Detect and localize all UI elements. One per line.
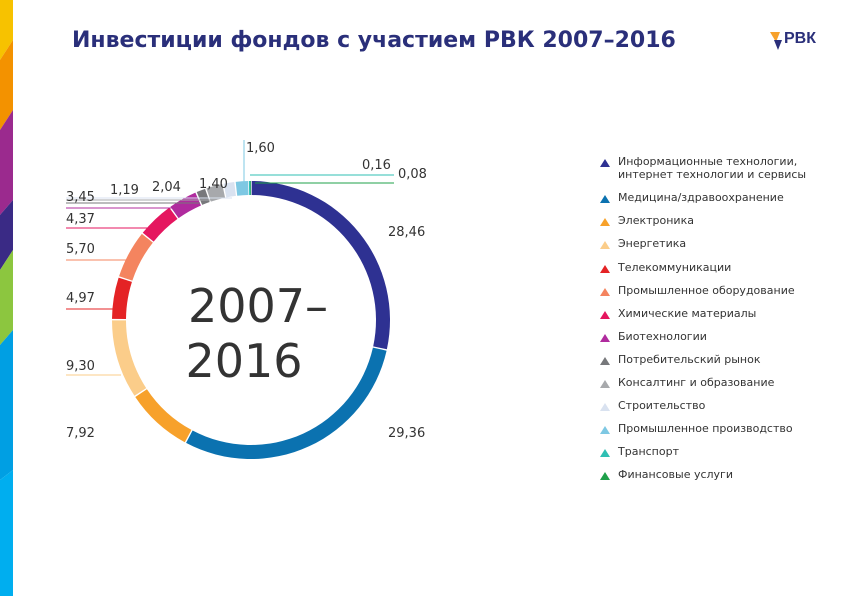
value-label-2: 29,36 <box>388 426 425 441</box>
legend-label: Транспорт <box>618 445 679 458</box>
legend-item-1: Информационные технологии, интернет техн… <box>598 155 818 181</box>
legend-item-12: Промышленное производство <box>598 422 818 436</box>
triangle-marker-icon <box>600 311 610 319</box>
donut-slice-14 <box>250 181 251 196</box>
triangle-marker-icon <box>600 472 610 480</box>
value-label-10: 2,04 <box>152 180 181 195</box>
side-stripe <box>0 0 13 596</box>
legend-label: Телекоммуникации <box>618 261 732 274</box>
legend-label: Консалтинг и образование <box>618 376 775 389</box>
triangle-marker-icon <box>600 265 610 273</box>
leader-lines <box>66 140 394 376</box>
triangle-marker-icon <box>600 218 610 226</box>
legend-label: Промышленное производство <box>618 422 793 435</box>
center-text-line-2: 2016 <box>185 334 302 388</box>
donut-slice-3 <box>135 389 192 443</box>
legend-label: Электроника <box>618 214 694 227</box>
value-label-14: 0,08 <box>398 167 427 182</box>
triangle-marker-icon <box>600 449 610 457</box>
donut-slice-8 <box>170 192 201 219</box>
triangle-marker-icon <box>600 159 610 167</box>
legend-label: Энергетика <box>618 237 687 250</box>
legend-item-9: Потребительский рынок <box>598 353 818 367</box>
value-label-1: 28,46 <box>388 225 425 240</box>
triangle-marker-icon <box>600 380 610 388</box>
donut-slice-9 <box>196 188 210 205</box>
value-label-9: 1,19 <box>110 183 139 198</box>
triangle-marker-icon <box>600 241 610 249</box>
triangle-marker-icon <box>600 357 610 365</box>
legend-label: Химические материалы <box>618 307 757 320</box>
donut-slice-13 <box>248 181 251 196</box>
donut-slice-12 <box>235 181 249 196</box>
donut-slice-10 <box>206 184 226 202</box>
legend-label: Медицина/здравоохранение <box>618 191 784 204</box>
donut-slice-1 <box>251 181 390 350</box>
value-label-3: 7,92 <box>66 426 95 441</box>
value-label-12: 1,60 <box>246 141 275 156</box>
donut-slice-2 <box>186 347 387 459</box>
triangle-marker-icon <box>600 334 610 342</box>
legend-item-2: Медицина/здравоохранение <box>598 191 818 205</box>
value-label-8: 3,45 <box>66 190 95 205</box>
value-label-5: 4,97 <box>66 291 95 306</box>
legend-label: Информационные технологии, интернет техн… <box>618 155 807 181</box>
legend-item-10: Консалтинг и образование <box>598 376 818 390</box>
legend-item-6: Промышленное оборудование <box>598 284 818 298</box>
legend-item-14: Финансовые услуги <box>598 468 818 482</box>
center-text-line-1: 2007– <box>188 279 328 333</box>
page-title: Инвестиции фондов с участием РВК 2007–20… <box>72 28 676 53</box>
legend-item-13: Транспорт <box>598 445 818 459</box>
logo-mark-icon <box>770 32 782 50</box>
legend-item-3: Электроника <box>598 214 818 228</box>
legend-label: Биотехнологии <box>618 330 707 343</box>
legend-item-11: Строительство <box>598 399 818 413</box>
triangle-marker-icon <box>600 288 610 296</box>
logo-text: РВК <box>784 30 816 47</box>
value-label-4: 9,30 <box>66 359 95 374</box>
value-label-13: 0,16 <box>362 158 391 173</box>
value-labels: 28,46 29,36 7,92 9,30 4,97 5,70 4,37 3,45 1,19 2,… <box>66 141 427 441</box>
legend-item-7: Химические материалы <box>598 307 818 321</box>
legend-item-4: Энергетика <box>598 237 818 251</box>
value-label-11: 1,40 <box>199 177 228 192</box>
value-label-6: 5,70 <box>66 242 95 257</box>
donut-slice-11 <box>223 182 236 198</box>
donut-slice-4 <box>112 320 147 396</box>
donut-slice-6 <box>119 233 153 281</box>
donut-slice-7 <box>142 207 178 242</box>
legend-item-5: Телекоммуникации <box>598 261 818 275</box>
legend-label: Промышленное оборудование <box>618 284 795 297</box>
donut-slice-5 <box>112 277 132 320</box>
value-label-7: 4,37 <box>66 212 95 227</box>
legend-label: Строительство <box>618 399 706 412</box>
triangle-marker-icon <box>600 426 610 434</box>
triangle-marker-icon <box>600 403 610 411</box>
triangle-marker-icon <box>600 195 610 203</box>
legend-label: Финансовые услуги <box>618 468 733 481</box>
legend-item-8: Биотехнологии <box>598 330 818 344</box>
donut-slices <box>112 181 390 459</box>
legend-label: Потребительский рынок <box>618 353 761 366</box>
